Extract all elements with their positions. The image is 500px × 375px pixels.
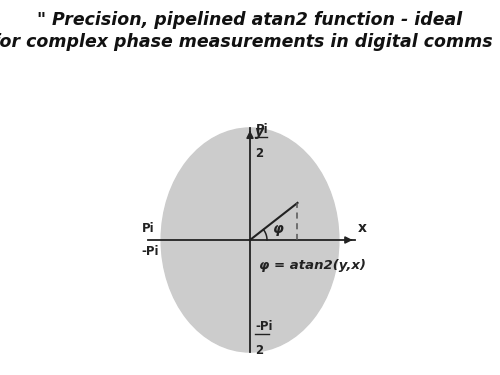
- Text: φ = atan2(y,x): φ = atan2(y,x): [260, 260, 366, 272]
- Text: -Pi: -Pi: [142, 245, 160, 258]
- Text: Pi: Pi: [256, 123, 268, 136]
- Text: x: x: [358, 220, 367, 235]
- Text: 2: 2: [256, 344, 264, 357]
- Text: φ: φ: [273, 222, 284, 236]
- Text: " Precision, pipelined atan2 function - ideal
for complex phase measurements in : " Precision, pipelined atan2 function - …: [0, 11, 500, 51]
- Ellipse shape: [161, 128, 339, 352]
- Text: Pi: Pi: [142, 222, 154, 235]
- Text: 2: 2: [256, 147, 264, 160]
- Text: -Pi: -Pi: [256, 320, 273, 333]
- Text: y: y: [254, 125, 264, 139]
